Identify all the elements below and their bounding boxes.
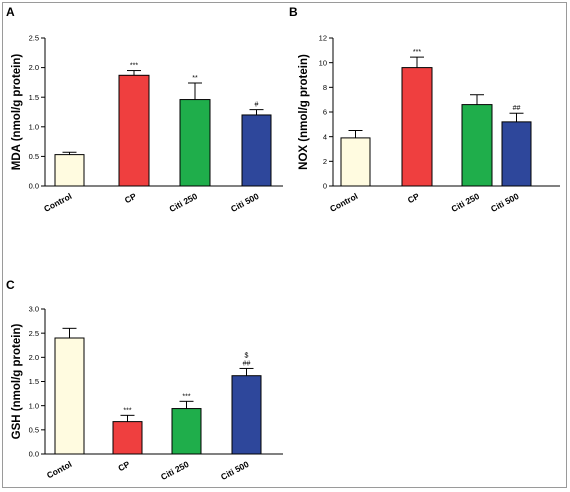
y-tick-label: 4 (323, 132, 327, 141)
y-tick-label: 2.0 (29, 353, 39, 362)
bar-citi-500 (231, 375, 262, 455)
category-label: Citi 500 (229, 191, 261, 214)
category-label: CP (123, 191, 138, 206)
category-label: Control (42, 191, 73, 214)
y-tick-label: 2.5 (29, 329, 39, 338)
y-tick-label: 0.0 (29, 450, 39, 459)
panel-letter: A (6, 5, 15, 19)
category-label: Control (328, 191, 359, 214)
category-label: Citi 250 (168, 191, 200, 214)
category-label: Contol (45, 459, 73, 480)
category-label: Citi 500 (219, 459, 251, 482)
figure-frame (2, 2, 567, 488)
y-tick-label: 2.5 (29, 34, 39, 43)
y-tick-label: 1.5 (29, 377, 39, 386)
panel-letter: C (6, 278, 15, 292)
y-tick-label: 1.5 (29, 93, 39, 102)
bar-citi-250 (179, 99, 211, 187)
panel-B: B NOX (nmol/g protein) 0 2 4 6 8 10 12 Control ***… (289, 5, 560, 214)
y-tick-label: 3.0 (29, 305, 39, 314)
category-label: Citi 250 (450, 191, 482, 214)
y-tick-label: 1.0 (29, 122, 39, 131)
bar-cp (112, 421, 143, 455)
significance-label: $ (245, 352, 249, 359)
significance-label: *** (413, 49, 421, 56)
bar-cp (401, 67, 433, 187)
y-axis-label: GSH (nmol/g protein) (11, 324, 23, 440)
panel-A: A MDA (nmol/g protein) 0.0 0.5 1.0 1.5 2.0 2.5 C… (6, 5, 283, 214)
significance-label: ** (192, 75, 198, 82)
category-label: CP (116, 459, 131, 474)
bar-citi-500 (501, 121, 532, 187)
y-axis-label: MDA (nmol/g protein) (11, 54, 23, 171)
significance-label: *** (130, 63, 138, 70)
bar-citi-250 (171, 408, 202, 455)
significance-label: *** (182, 393, 190, 400)
bar-cp (118, 74, 150, 187)
y-axis-label: NOX (nmol/g protein) (298, 54, 310, 170)
y-tick-label: 8 (323, 83, 327, 92)
bar-citi-250 (461, 104, 493, 187)
bar-control (54, 154, 85, 187)
y-tick-label: 1.0 (29, 401, 39, 410)
bar-citi-500 (241, 114, 272, 187)
y-tick-label: 2 (323, 157, 327, 166)
panel-C: C GSH (nmol/g protein) 0.0 0.5 1.0 1.5 2.0 2.5 3… (6, 278, 283, 482)
significance-label: ## (513, 105, 521, 112)
significance-label: *** (123, 407, 131, 414)
y-tick-label: 0 (323, 182, 327, 191)
y-tick-label: 12 (319, 34, 327, 43)
category-label: CP (406, 191, 421, 206)
y-tick-label: 2.0 (29, 63, 39, 72)
significance-label: ## (243, 360, 251, 367)
y-tick-label: 10 (319, 58, 327, 67)
y-tick-label: 6 (323, 108, 327, 117)
y-tick-label: 0.5 (29, 152, 39, 161)
y-tick-label: 0.5 (29, 425, 39, 434)
panel-letter: B (289, 5, 298, 19)
bar-control (340, 137, 371, 187)
category-label: Citi 500 (489, 191, 521, 214)
bar-contol (54, 337, 85, 455)
y-tick-label: 0.0 (29, 182, 39, 191)
significance-label: # (255, 102, 259, 109)
category-label: Citi 250 (159, 459, 191, 482)
